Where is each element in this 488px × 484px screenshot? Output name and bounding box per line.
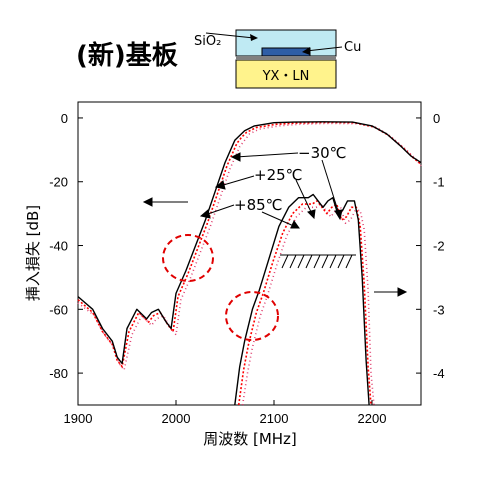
x-tick-label: 2100: [260, 411, 289, 426]
y-axis-label-left: 挿入損失 [dB]: [24, 205, 42, 301]
y-right-tick-label: -4: [433, 366, 445, 381]
x-axis-label: 周波数 [MHz]: [203, 430, 297, 448]
highlight-circle-1: [162, 234, 214, 282]
plot-area: [77, 101, 422, 406]
inset-substrate-label: YX・LN: [262, 69, 310, 84]
wide-series-m30: [77, 121, 422, 365]
inset-substrate: [235, 59, 337, 89]
x-tick-label: 2000: [162, 411, 191, 426]
inset-electrode-label: Cu: [344, 40, 361, 55]
y-right-tick-label: 0: [433, 111, 440, 126]
narrow-series-p25: [237, 200, 372, 406]
y-right-tick-label: -2: [433, 239, 445, 254]
inset-top-layer-label: SiO₂: [194, 34, 221, 49]
narrow-series-m30: [234, 193, 370, 406]
y-left-tick-label: -40: [49, 239, 68, 254]
annotation-arrows: [142, 152, 408, 297]
highlight-circle-2: [225, 291, 279, 341]
y-left-tick-label: -60: [49, 302, 68, 317]
y-left-tick-label: -20: [49, 175, 68, 190]
y-left-tick-label: 0: [61, 111, 68, 126]
layer-stack-inset: SiO₂ Cu YX・LN: [194, 29, 361, 89]
annotation-p25: +25℃: [254, 166, 303, 184]
y-right-tick-label: -1: [433, 175, 445, 190]
annotation-m30: −30℃: [298, 144, 347, 162]
x-tick-label: 2200: [358, 411, 387, 426]
y-left-tick-label: -80: [49, 366, 68, 381]
x-tick-label: 1900: [64, 411, 93, 426]
hatched-marker: [280, 254, 356, 269]
y-right-tick-label: -3: [433, 302, 445, 317]
annotation-p85: +85℃: [234, 196, 283, 214]
narrow-series-p85: [241, 203, 375, 406]
chart-title: (新)基板: [76, 40, 178, 71]
wide-series-p25: [77, 121, 422, 368]
